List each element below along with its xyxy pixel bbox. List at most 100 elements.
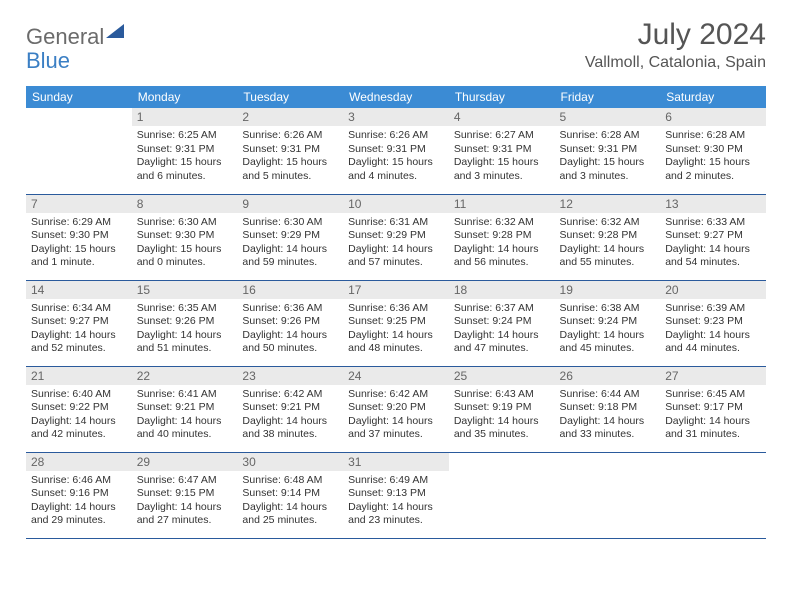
sunrise-text: Sunrise: 6:31 AM bbox=[348, 216, 444, 230]
day-cell: 11Sunrise: 6:32 AMSunset: 9:28 PMDayligh… bbox=[449, 194, 555, 280]
sunset-text: Sunset: 9:24 PM bbox=[560, 315, 656, 329]
day-details: Sunrise: 6:33 AMSunset: 9:27 PMDaylight:… bbox=[660, 213, 766, 276]
sunrise-text: Sunrise: 6:32 AM bbox=[454, 216, 550, 230]
daylight-text: Daylight: 14 hours and 29 minutes. bbox=[31, 501, 127, 528]
day-cell bbox=[555, 452, 661, 538]
sunset-text: Sunset: 9:18 PM bbox=[560, 401, 656, 415]
daylight-text: Daylight: 14 hours and 31 minutes. bbox=[665, 415, 761, 442]
day-cell: 26Sunrise: 6:44 AMSunset: 9:18 PMDayligh… bbox=[555, 366, 661, 452]
sunset-text: Sunset: 9:21 PM bbox=[242, 401, 338, 415]
sunset-text: Sunset: 9:14 PM bbox=[242, 487, 338, 501]
day-cell: 19Sunrise: 6:38 AMSunset: 9:24 PMDayligh… bbox=[555, 280, 661, 366]
day-details: Sunrise: 6:41 AMSunset: 9:21 PMDaylight:… bbox=[132, 385, 238, 448]
col-sat: Saturday bbox=[660, 86, 766, 108]
day-details: Sunrise: 6:30 AMSunset: 9:30 PMDaylight:… bbox=[132, 213, 238, 276]
day-number: 7 bbox=[26, 195, 132, 213]
week-row: 14Sunrise: 6:34 AMSunset: 9:27 PMDayligh… bbox=[26, 280, 766, 366]
col-thu: Thursday bbox=[449, 86, 555, 108]
day-cell: 14Sunrise: 6:34 AMSunset: 9:27 PMDayligh… bbox=[26, 280, 132, 366]
day-details: Sunrise: 6:40 AMSunset: 9:22 PMDaylight:… bbox=[26, 385, 132, 448]
day-details: Sunrise: 6:46 AMSunset: 9:16 PMDaylight:… bbox=[26, 471, 132, 534]
day-cell bbox=[449, 452, 555, 538]
daylight-text: Daylight: 14 hours and 35 minutes. bbox=[454, 415, 550, 442]
col-fri: Friday bbox=[555, 86, 661, 108]
day-number: 3 bbox=[343, 108, 449, 126]
day-details: Sunrise: 6:39 AMSunset: 9:23 PMDaylight:… bbox=[660, 299, 766, 362]
day-number: 14 bbox=[26, 281, 132, 299]
day-details: Sunrise: 6:37 AMSunset: 9:24 PMDaylight:… bbox=[449, 299, 555, 362]
day-details: Sunrise: 6:47 AMSunset: 9:15 PMDaylight:… bbox=[132, 471, 238, 534]
daylight-text: Daylight: 15 hours and 6 minutes. bbox=[137, 156, 233, 183]
daylight-text: Daylight: 14 hours and 23 minutes. bbox=[348, 501, 444, 528]
day-number: 31 bbox=[343, 453, 449, 471]
day-details: Sunrise: 6:34 AMSunset: 9:27 PMDaylight:… bbox=[26, 299, 132, 362]
day-cell: 31 Sunrise: 6:49 AMSunset: 9:13 PMDayligh… bbox=[343, 452, 449, 538]
col-tue: Tuesday bbox=[237, 86, 343, 108]
sunrise-text: Sunrise: 6:48 AM bbox=[242, 474, 338, 488]
day-details: Sunrise: 6:42 AMSunset: 9:20 PMDaylight:… bbox=[343, 385, 449, 448]
day-number: 15 bbox=[132, 281, 238, 299]
day-cell: 8Sunrise: 6:30 AMSunset: 9:30 PMDaylight… bbox=[132, 194, 238, 280]
daylight-text: Daylight: 15 hours and 3 minutes. bbox=[454, 156, 550, 183]
sunset-text: Sunset: 9:31 PM bbox=[137, 143, 233, 157]
sunrise-text: Sunrise: 6:42 AM bbox=[348, 388, 444, 402]
sunrise-text: Sunrise: 6:28 AM bbox=[665, 129, 761, 143]
week-row: 21Sunrise: 6:40 AMSunset: 9:22 PMDayligh… bbox=[26, 366, 766, 452]
brand-word2: Blue bbox=[26, 48, 766, 74]
sunrise-text: Sunrise: 6:34 AM bbox=[31, 302, 127, 316]
sunset-text: Sunset: 9:31 PM bbox=[348, 143, 444, 157]
sunrise-text: Sunrise: 6:30 AM bbox=[242, 216, 338, 230]
sunrise-text: Sunrise: 6:42 AM bbox=[242, 388, 338, 402]
day-details: Sunrise: 6:28 AMSunset: 9:31 PMDaylight:… bbox=[555, 126, 661, 189]
daylight-text: Daylight: 15 hours and 2 minutes. bbox=[665, 156, 761, 183]
day-details: Sunrise: 6:44 AMSunset: 9:18 PMDaylight:… bbox=[555, 385, 661, 448]
sunset-text: Sunset: 9:29 PM bbox=[242, 229, 338, 243]
week-row: 28Sunrise: 6:46 AMSunset: 9:16 PMDayligh… bbox=[26, 452, 766, 538]
sunrise-text: Sunrise: 6:45 AM bbox=[665, 388, 761, 402]
sunset-text: Sunset: 9:31 PM bbox=[560, 143, 656, 157]
day-number: 25 bbox=[449, 367, 555, 385]
daylight-text: Daylight: 14 hours and 40 minutes. bbox=[137, 415, 233, 442]
day-details: Sunrise: 6:25 AMSunset: 9:31 PMDaylight:… bbox=[132, 126, 238, 189]
day-number: 30 bbox=[237, 453, 343, 471]
day-details: Sunrise: 6:35 AMSunset: 9:26 PMDaylight:… bbox=[132, 299, 238, 362]
daylight-text: Daylight: 14 hours and 33 minutes. bbox=[560, 415, 656, 442]
day-number: 29 bbox=[132, 453, 238, 471]
weekday-header-row: Sunday Monday Tuesday Wednesday Thursday… bbox=[26, 86, 766, 108]
day-number: 9 bbox=[237, 195, 343, 213]
daylight-text: Daylight: 15 hours and 5 minutes. bbox=[242, 156, 338, 183]
sunset-text: Sunset: 9:13 PM bbox=[348, 487, 444, 501]
daylight-text: Daylight: 14 hours and 37 minutes. bbox=[348, 415, 444, 442]
day-cell: 23Sunrise: 6:42 AMSunset: 9:21 PMDayligh… bbox=[237, 366, 343, 452]
day-number: 12 bbox=[555, 195, 661, 213]
day-details: Sunrise: 6:45 AMSunset: 9:17 PMDaylight:… bbox=[660, 385, 766, 448]
day-number: 22 bbox=[132, 367, 238, 385]
sunset-text: Sunset: 9:16 PM bbox=[31, 487, 127, 501]
day-cell: 30 Sunrise: 6:48 AMSunset: 9:14 PMDayligh… bbox=[237, 452, 343, 538]
sunrise-text: Sunrise: 6:37 AM bbox=[454, 302, 550, 316]
day-number: 8 bbox=[132, 195, 238, 213]
day-number: 2 bbox=[237, 108, 343, 126]
day-details: Sunrise: 6:26 AMSunset: 9:31 PMDaylight:… bbox=[343, 126, 449, 189]
daylight-text: Daylight: 14 hours and 45 minutes. bbox=[560, 329, 656, 356]
sunrise-text: Sunrise: 6:40 AM bbox=[31, 388, 127, 402]
sunrise-text: Sunrise: 6:49 AM bbox=[348, 474, 444, 488]
sunrise-text: Sunrise: 6:35 AM bbox=[137, 302, 233, 316]
col-sun: Sunday bbox=[26, 86, 132, 108]
sunrise-text: Sunrise: 6:25 AM bbox=[137, 129, 233, 143]
sunrise-text: Sunrise: 6:43 AM bbox=[454, 388, 550, 402]
day-number: 27 bbox=[660, 367, 766, 385]
sunrise-text: Sunrise: 6:36 AM bbox=[242, 302, 338, 316]
daylight-text: Daylight: 15 hours and 0 minutes. bbox=[137, 243, 233, 270]
day-number: 10 bbox=[343, 195, 449, 213]
sunset-text: Sunset: 9:22 PM bbox=[31, 401, 127, 415]
day-cell: 2Sunrise: 6:26 AMSunset: 9:31 PMDaylight… bbox=[237, 108, 343, 194]
sunset-text: Sunset: 9:15 PM bbox=[137, 487, 233, 501]
day-cell: 13Sunrise: 6:33 AMSunset: 9:27 PMDayligh… bbox=[660, 194, 766, 280]
col-mon: Monday bbox=[132, 86, 238, 108]
sunrise-text: Sunrise: 6:30 AM bbox=[137, 216, 233, 230]
daylight-text: Daylight: 14 hours and 42 minutes. bbox=[31, 415, 127, 442]
day-cell: 7Sunrise: 6:29 AMSunset: 9:30 PMDaylight… bbox=[26, 194, 132, 280]
daylight-text: Daylight: 14 hours and 25 minutes. bbox=[242, 501, 338, 528]
sunset-text: Sunset: 9:20 PM bbox=[348, 401, 444, 415]
